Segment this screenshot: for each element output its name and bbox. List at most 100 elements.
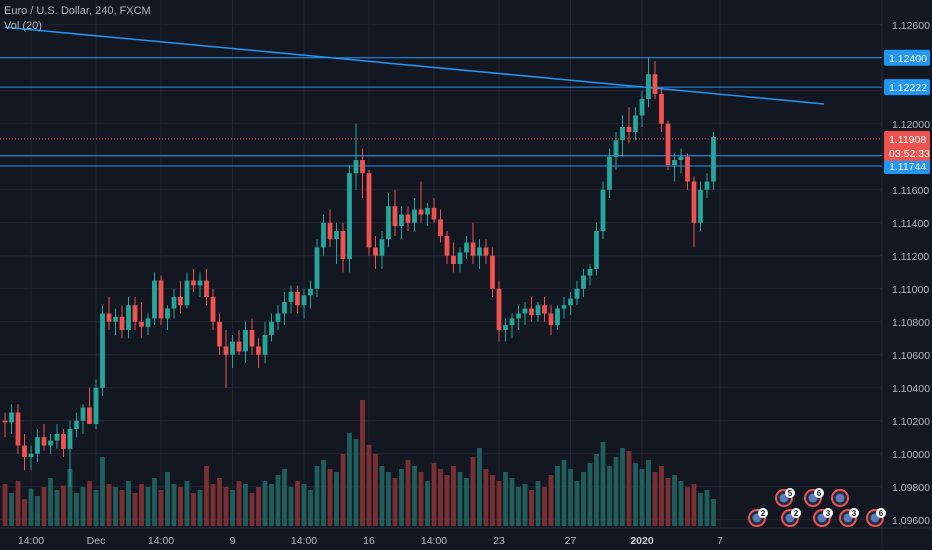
- time-tick-label: 14:00: [148, 535, 174, 547]
- candle-body: [665, 123, 671, 165]
- candle-body: [581, 275, 586, 289]
- price-level-badge[interactable]: [884, 157, 930, 174]
- volume-bar: [438, 469, 443, 526]
- volume-bar: [464, 478, 469, 526]
- candle-body: [132, 305, 138, 322]
- candle-body: [535, 305, 541, 316]
- horizontal-lines[interactable]: [0, 57, 882, 167]
- candle-body: [301, 295, 307, 306]
- price-tick-label: 1.11400: [892, 218, 929, 230]
- candle-body: [451, 255, 456, 264]
- candle-body: [594, 231, 599, 269]
- event-count-text: 6: [879, 509, 884, 518]
- candle-body: [295, 292, 300, 306]
- volume-bar: [522, 484, 528, 526]
- volume-bar: [685, 487, 690, 526]
- event-markers[interactable]: 5 6 2 2 3 3 6: [748, 488, 886, 527]
- candle-body: [74, 420, 79, 429]
- price-level-badge[interactable]: [884, 79, 930, 96]
- volume-bar: [652, 472, 658, 526]
- candle-body: [607, 156, 612, 190]
- candle-body: [197, 280, 203, 286]
- volume-bar: [399, 469, 404, 526]
- volume-bar: [405, 460, 411, 526]
- volume-bar: [158, 490, 164, 526]
- volume-bar: [366, 445, 372, 526]
- candle-body: [41, 437, 47, 446]
- volume-bar: [275, 475, 281, 526]
- trend-line-segment[interactable]: [4, 26, 825, 105]
- price-tick-label: 1.12000: [892, 119, 930, 131]
- candle-body: [620, 127, 625, 141]
- candle-body: [334, 231, 339, 240]
- candle-body: [509, 318, 515, 326]
- price-axis[interactable]: 1.126001.124001.122001.120001.118001.116…: [884, 20, 930, 527]
- volume-bar: [2, 484, 8, 526]
- candle-body: [15, 412, 21, 446]
- time-tick-label: 14:00: [291, 535, 317, 547]
- volume-bar: [295, 481, 300, 526]
- volume-bar: [321, 460, 326, 526]
- volume-bar: [470, 457, 476, 526]
- volume-bar: [74, 493, 79, 526]
- volume-bar: [327, 469, 333, 526]
- time-tick-label: 14:00: [421, 535, 447, 547]
- volume-bar: [87, 481, 92, 526]
- candle-body: [379, 239, 385, 256]
- volume-bar: [568, 469, 573, 526]
- event-count-text: 5: [788, 489, 793, 498]
- volume-bar: [555, 466, 560, 526]
- symbol-title[interactable]: Euro / U.S. Dollar, 240, FXCM: [4, 5, 151, 17]
- volume-bar: [386, 472, 391, 526]
- volume-bar: [633, 463, 638, 526]
- volume-bar: [152, 478, 157, 526]
- volume-bar: [509, 478, 515, 526]
- candle-body: [347, 173, 352, 260]
- volume-bar: [22, 499, 27, 526]
- candle-body: [529, 308, 534, 316]
- price-level-badge-label: 1.11744: [889, 161, 926, 173]
- candle-body: [399, 214, 404, 227]
- candle-body: [282, 301, 287, 314]
- candle-body: [61, 433, 66, 449]
- event-count-badge: [785, 488, 795, 498]
- volume-bar: [340, 454, 346, 526]
- candle-body: [223, 346, 229, 355]
- volume-bar: [210, 484, 216, 526]
- candle-body: [542, 305, 547, 314]
- candle-body: [100, 313, 105, 388]
- volume-bar: [217, 478, 222, 526]
- candle-body: [243, 330, 248, 352]
- candle-body: [470, 242, 476, 256]
- volume-bar: [665, 478, 671, 526]
- candle-body: [217, 321, 222, 347]
- candle-body: [22, 445, 27, 458]
- volume-bar: [9, 493, 14, 526]
- candle-body: [106, 313, 112, 322]
- trend-line[interactable]: [4, 26, 825, 105]
- volume-bar: [516, 487, 521, 526]
- volume-bar: [542, 487, 547, 526]
- price-tick-label: 1.10400: [892, 383, 930, 395]
- price-level-badge[interactable]: [884, 49, 930, 66]
- candle-body: [431, 207, 437, 220]
- volume-bar: [392, 478, 398, 526]
- candle-body: [483, 247, 489, 256]
- candle-body: [613, 140, 619, 157]
- event-count-badge: [814, 488, 824, 498]
- event-count-badge: [849, 508, 859, 518]
- volume-bar: [28, 488, 34, 526]
- time-axis[interactable]: 14:00 Dec 14:00 9 14:00 16 14:00 23 27 2020 7: [18, 535, 723, 547]
- volume-bar: [301, 484, 307, 526]
- volume-indicator-label[interactable]: Vol (20): [4, 20, 42, 32]
- candle-body: [438, 219, 443, 236]
- candle-body: [672, 160, 677, 165]
- volume-bar: [613, 457, 619, 526]
- event-flag-icon: [835, 493, 845, 503]
- candle-body: [477, 247, 482, 256]
- volume-bar: [113, 487, 118, 526]
- volume-bar: [184, 481, 190, 526]
- candle-body: [178, 297, 183, 306]
- time-tick-label: 2020: [630, 535, 654, 547]
